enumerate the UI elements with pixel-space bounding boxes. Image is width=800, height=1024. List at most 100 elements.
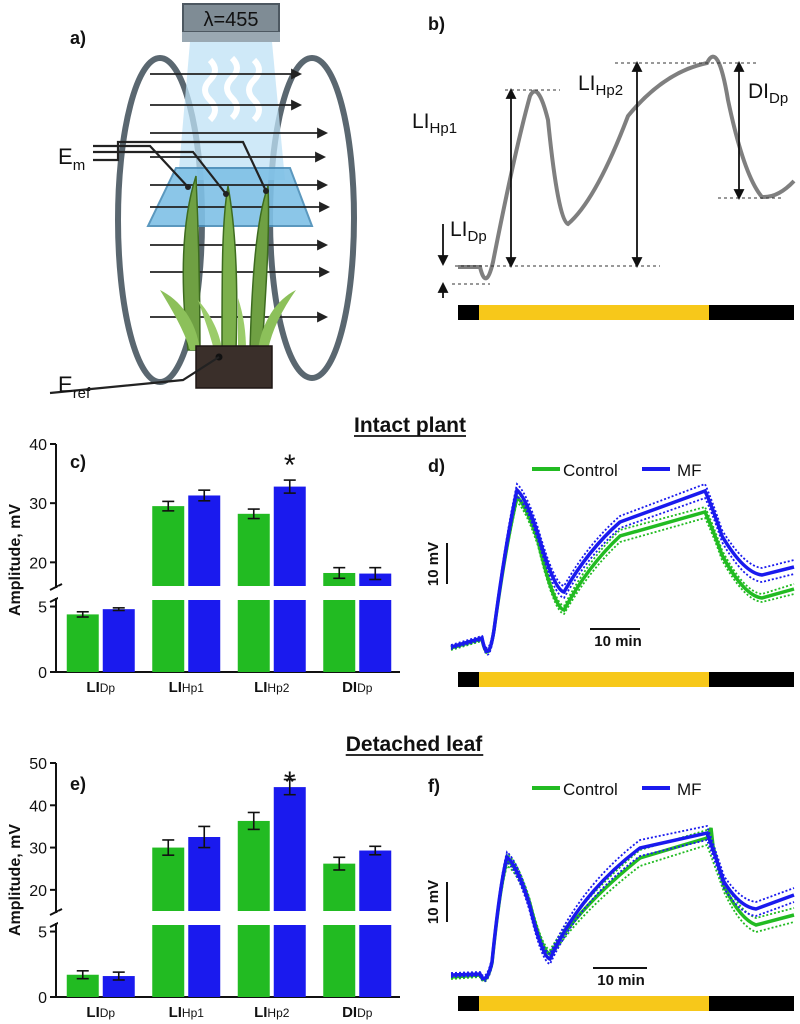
x-tick-label: LIHp1 (169, 679, 205, 696)
axis-break-gap (58, 586, 402, 600)
li-dp-label: LIDp (450, 218, 487, 245)
y-tick-label: 5 (38, 925, 47, 942)
panel-c-letter: c) (70, 452, 86, 472)
light-bar-b (479, 305, 709, 320)
time-scalebar-label-f: 10 min (597, 972, 645, 989)
bar-control (152, 506, 185, 586)
mf-trace-f (450, 830, 795, 981)
panel-d-traces: d) Control MF 10 mV 10 min (425, 456, 795, 687)
em-leaders (49, 140, 267, 395)
soil-pot (195, 345, 273, 389)
legend-control-d: Control (563, 461, 618, 480)
y-tick-label: 0 (38, 990, 47, 1007)
x-tick-label: LIDp (86, 1004, 115, 1021)
eref-label: Eref (58, 372, 91, 402)
bar-control (237, 925, 270, 997)
bar-mf (102, 609, 135, 672)
voltage-scalebar-label-d: 10 mV (425, 542, 442, 586)
bar-mf (359, 850, 392, 911)
mf-trace-d (450, 486, 795, 653)
bar-control (152, 600, 185, 672)
bar-control (66, 974, 99, 997)
y-tick-label: 30 (29, 841, 47, 858)
legend-mf-d: MF (677, 461, 702, 480)
bar-control (323, 572, 356, 586)
legend-control-f: Control (563, 780, 618, 799)
x-tick-label: DIDp (342, 1004, 373, 1021)
axis-break-mark (49, 908, 63, 916)
x-tick-label: LIHp2 (254, 679, 290, 696)
lamp-lens (182, 32, 280, 42)
bar-mf (273, 925, 306, 997)
voltage-scalebar-label-f: 10 mV (425, 880, 442, 924)
heat-wave-1 (202, 57, 218, 123)
panel-e-letter: e) (70, 774, 86, 794)
lamp-label: λ=455 (203, 9, 258, 31)
panel-f-traces: f) Control MF 10 mV 10 min (425, 776, 795, 1011)
bar-mf (188, 600, 221, 672)
field-arrows (150, 68, 331, 323)
significance-star: * (284, 449, 296, 482)
heat-wave-3 (246, 57, 262, 123)
bar-control (152, 925, 185, 997)
y-tick-label: 40 (29, 437, 47, 454)
y-tick-label: 30 (29, 496, 47, 513)
mf-ci-upper-f (450, 824, 795, 977)
y-tick-label: 20 (29, 883, 47, 900)
panel-f-letter: f) (428, 776, 440, 796)
light-bar-d (479, 672, 709, 687)
section-title-intact: Intact plant (354, 414, 466, 437)
bar-mf (273, 486, 306, 586)
panel-a-letter: a) (70, 28, 86, 48)
x-tick-label: LIHp2 (254, 1004, 290, 1021)
bar-mf (188, 925, 221, 997)
ylabel-c: Amplitude, mV (7, 504, 24, 616)
bar-control (323, 863, 356, 911)
x-tick-label: LIHp1 (169, 1004, 205, 1021)
di-dp-label: DIDp (748, 80, 788, 107)
panel-b-schematic: b) LIHp1 LIHp2 DIDp LIDp (412, 14, 796, 320)
axis-break-gap (58, 911, 402, 925)
plant (160, 175, 296, 351)
bar-control (237, 513, 270, 586)
x-tick-label: LIDp (86, 679, 115, 696)
bar-mf (273, 600, 306, 672)
lamp-housing (182, 3, 280, 33)
bar-control (323, 600, 356, 672)
measure-arrows (437, 60, 745, 298)
x-tick-label: DIDp (342, 679, 373, 696)
y-tick-label: 50 (29, 756, 47, 773)
li-hp2-label: LIHp2 (578, 72, 623, 99)
bar-mf (188, 837, 221, 911)
bar-control (323, 925, 356, 997)
bar-mf (273, 787, 306, 911)
li-hp1-label: LIHp1 (412, 110, 457, 137)
light-bar-f (479, 996, 709, 1011)
panel-b-letter: b) (428, 14, 445, 34)
bar-mf (359, 600, 392, 672)
legend-mf-f: MF (677, 780, 702, 799)
axis-break-mark (49, 583, 63, 591)
schematic-trace (458, 54, 796, 281)
panel-d-letter: d) (428, 456, 445, 476)
y-tick-label: 40 (29, 798, 47, 815)
bar-control (66, 614, 99, 672)
light-beam (178, 42, 285, 180)
bar-mf (359, 925, 392, 997)
y-tick-label: 20 (29, 555, 47, 572)
ylabel-e: Amplitude, mV (7, 824, 24, 936)
time-scalebar-label-d: 10 min (594, 633, 642, 650)
bar-mf (188, 495, 221, 586)
y-tick-label: 0 (38, 665, 47, 682)
mf-ci-lower-f (450, 838, 795, 983)
panel-a-diagram: a) λ=455 (49, 3, 357, 402)
y-tick-label: 5 (38, 600, 47, 617)
em-label: Em (58, 144, 85, 174)
bar-control (152, 847, 185, 911)
bar-control (237, 820, 270, 911)
bar-mf (102, 976, 135, 997)
significance-star: * (284, 766, 296, 799)
guide-lines (452, 62, 782, 285)
panel-e-bar-chart: e) Amplitude, mV 0 5 20 30 40 50 LIDp LIHp1 LIHp… (7, 756, 402, 1021)
